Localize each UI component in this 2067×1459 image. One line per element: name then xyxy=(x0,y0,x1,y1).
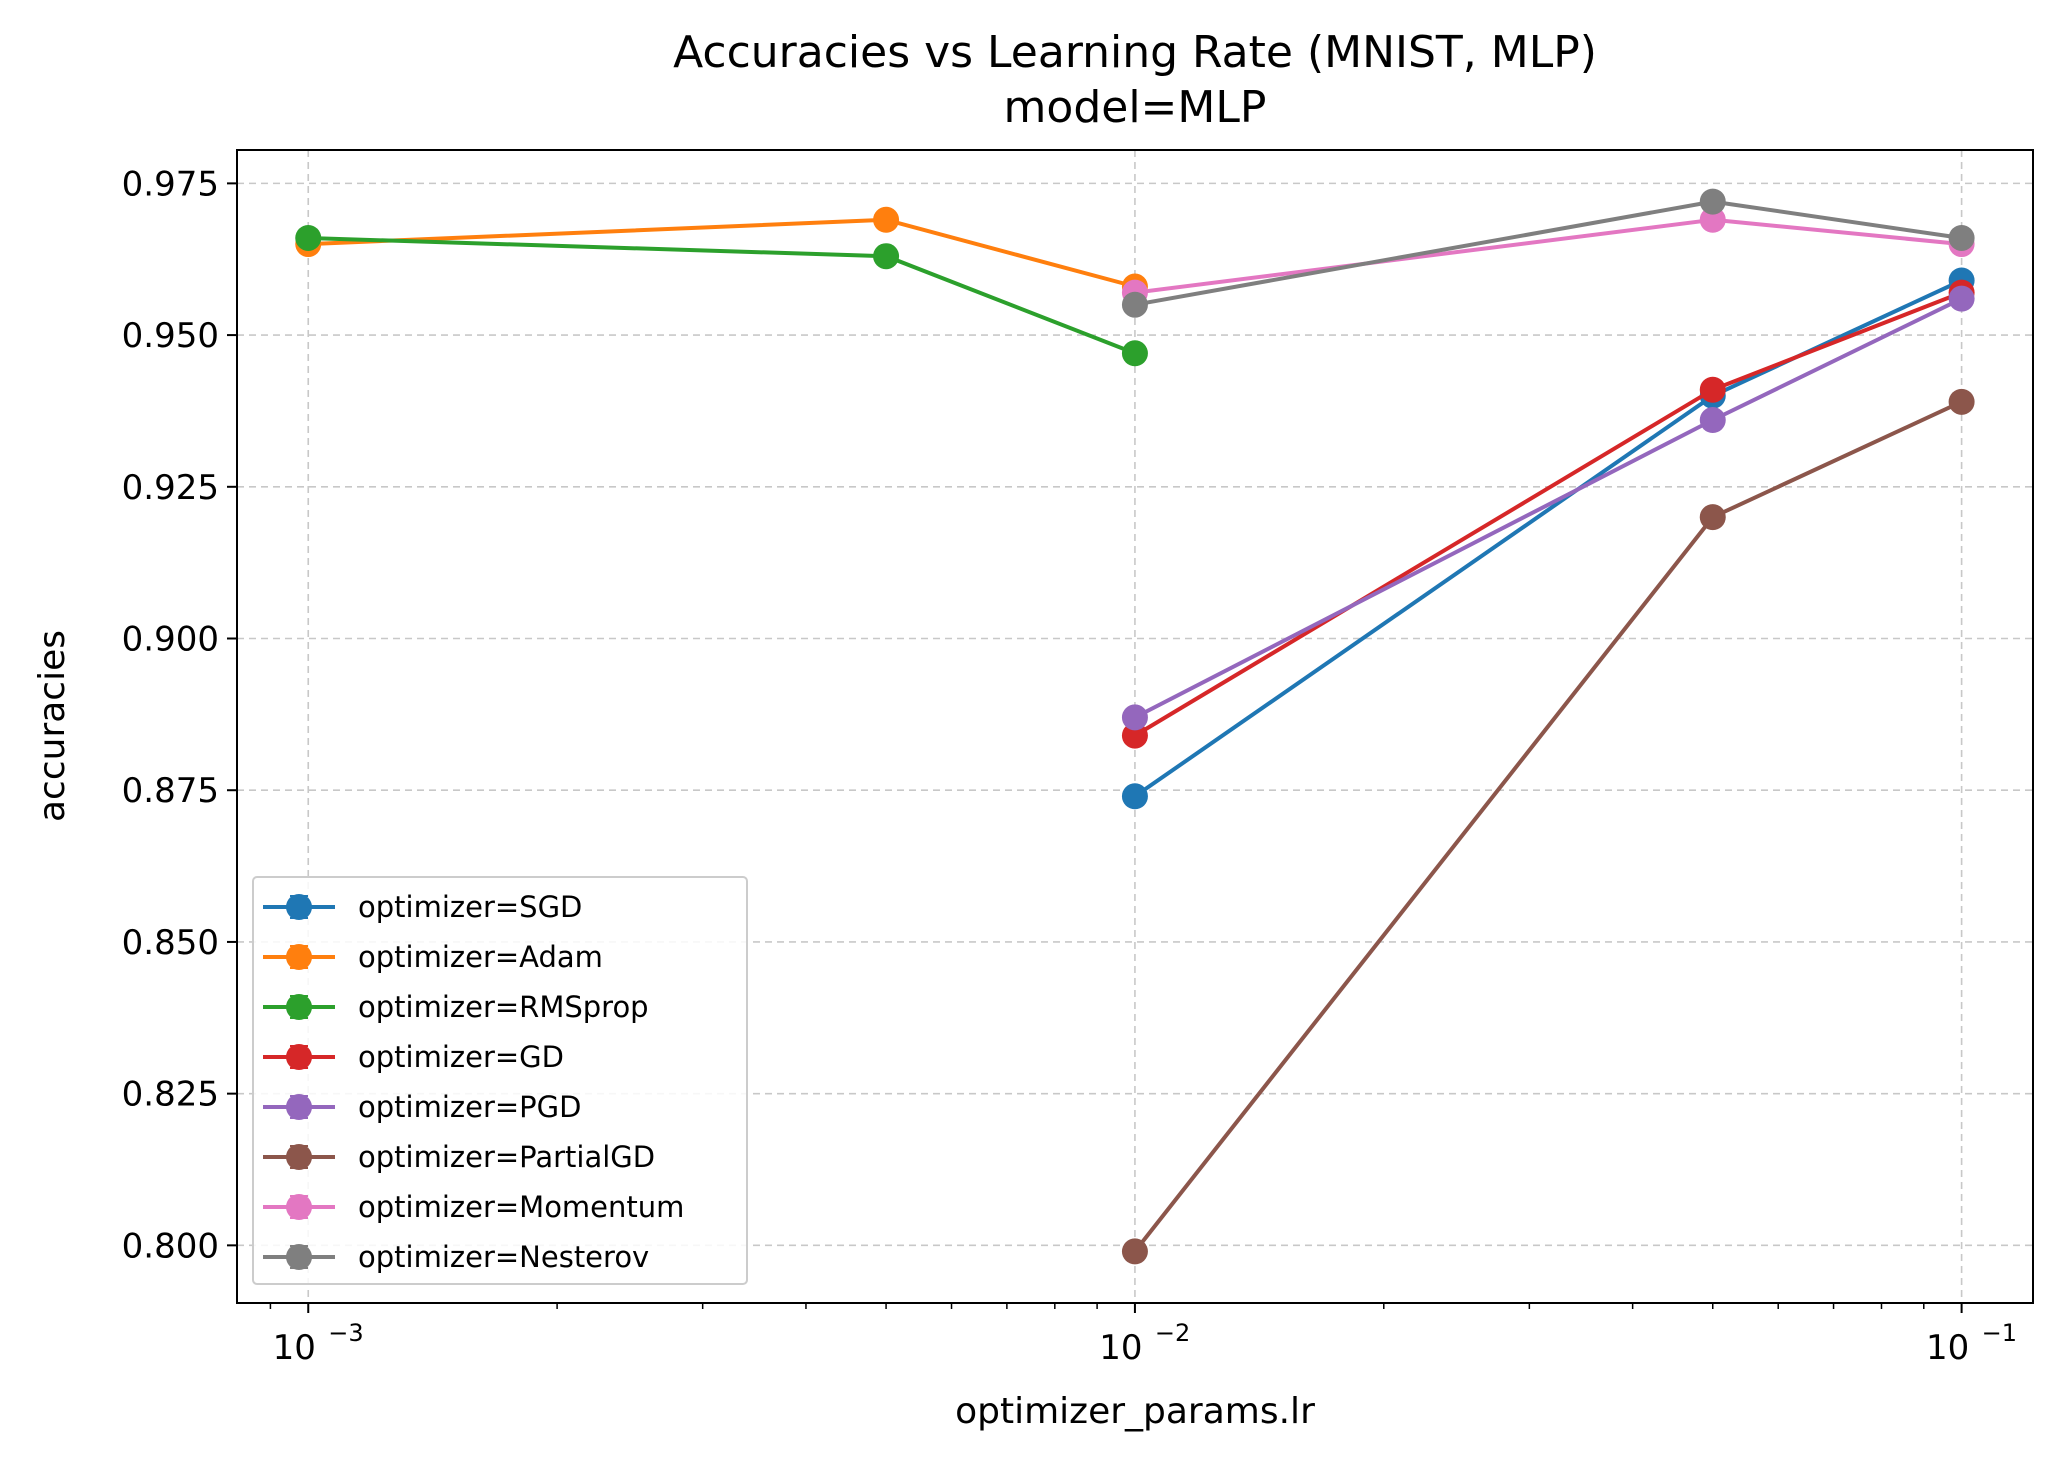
x-tick-label: 10 xyxy=(273,1328,316,1368)
y-tick-label: 0.900 xyxy=(122,620,219,660)
chart-title: Accuracies vs Learning Rate (MNIST, MLP) xyxy=(673,27,1597,78)
legend-marker xyxy=(286,1094,312,1120)
legend-marker xyxy=(286,1144,312,1170)
data-point xyxy=(1699,188,1726,215)
legend-entry: optimizer=Adam xyxy=(263,940,603,974)
legend-label: optimizer=Momentum xyxy=(358,1190,684,1224)
y-axis-label: accuracies xyxy=(32,630,73,822)
legend-entry: optimizer=Momentum xyxy=(263,1190,684,1224)
legend: optimizer=SGD optimizer=Adam optimizer=RMS… xyxy=(252,876,748,1285)
data-point xyxy=(1121,291,1148,318)
series-nesterov xyxy=(1121,188,1975,318)
series-pgd xyxy=(1121,285,1975,731)
x-tick-exponent: −3 xyxy=(328,1319,363,1347)
legend-marker xyxy=(286,1244,312,1270)
chart-subtitle: model=MLP xyxy=(1004,82,1267,133)
legend-label: optimizer=RMSprop xyxy=(358,990,649,1024)
data-point xyxy=(1121,340,1148,367)
legend-marker xyxy=(286,1044,312,1070)
plot-series xyxy=(295,188,1975,1265)
data-point xyxy=(1699,376,1726,403)
legend-entry: optimizer=PGD xyxy=(263,1090,581,1124)
data-point xyxy=(1121,722,1148,749)
legend-entry: optimizer=SGD xyxy=(263,890,582,924)
y-tick-label: 0.800 xyxy=(122,1226,219,1266)
legend-label: optimizer=SGD xyxy=(358,890,582,924)
x-tick-exponent: −2 xyxy=(1155,1319,1190,1347)
data-point xyxy=(1948,285,1975,312)
legend-label: optimizer=Nesterov xyxy=(358,1240,649,1274)
data-point xyxy=(873,206,900,233)
x-axis-ticks: 10 −3 10 −2 10 −1 xyxy=(269,1303,2017,1368)
legend-box xyxy=(252,876,748,1285)
x-tick-label: 10 xyxy=(1099,1328,1142,1368)
legend-marker xyxy=(286,894,312,920)
data-point xyxy=(295,224,322,251)
data-point xyxy=(1699,504,1726,531)
series-rmsprop xyxy=(295,224,1148,367)
legend-marker xyxy=(286,994,312,1020)
data-point xyxy=(1121,704,1148,731)
x-tick-exponent: −1 xyxy=(1982,1319,2017,1347)
y-tick-label: 0.925 xyxy=(122,468,219,508)
y-tick-label: 0.875 xyxy=(122,771,219,811)
legend-entry: optimizer=Nesterov xyxy=(263,1240,649,1274)
data-point xyxy=(1948,388,1975,415)
y-tick-label: 0.950 xyxy=(122,316,219,356)
legend-label: optimizer=PGD xyxy=(358,1090,581,1124)
data-point xyxy=(1699,407,1726,434)
x-tick-label: 10 xyxy=(1926,1328,1969,1368)
data-point xyxy=(1121,1238,1148,1265)
legend-label: optimizer=Adam xyxy=(358,940,603,974)
legend-entry: optimizer=RMSprop xyxy=(263,990,649,1024)
y-tick-label: 0.850 xyxy=(122,923,219,963)
data-point xyxy=(873,243,900,270)
y-axis-ticks: 0.800 0.825 0.850 0.875 0.900 0.925 0.950 0.975 xyxy=(122,164,237,1266)
legend-label: optimizer=PartialGD xyxy=(358,1140,655,1174)
legend-marker xyxy=(286,944,312,970)
legend-entry: optimizer=GD xyxy=(263,1040,564,1074)
data-point xyxy=(1699,206,1726,233)
series-partialgd xyxy=(1121,388,1975,1265)
y-tick-label: 0.975 xyxy=(122,164,219,204)
legend-label: optimizer=GD xyxy=(358,1040,564,1074)
y-tick-label: 0.825 xyxy=(122,1075,219,1115)
legend-entry: optimizer=PartialGD xyxy=(263,1140,655,1174)
data-point xyxy=(1948,224,1975,251)
data-point xyxy=(1121,783,1148,810)
legend-marker xyxy=(286,1194,312,1220)
x-axis-label: optimizer_params.lr xyxy=(955,1391,1315,1432)
